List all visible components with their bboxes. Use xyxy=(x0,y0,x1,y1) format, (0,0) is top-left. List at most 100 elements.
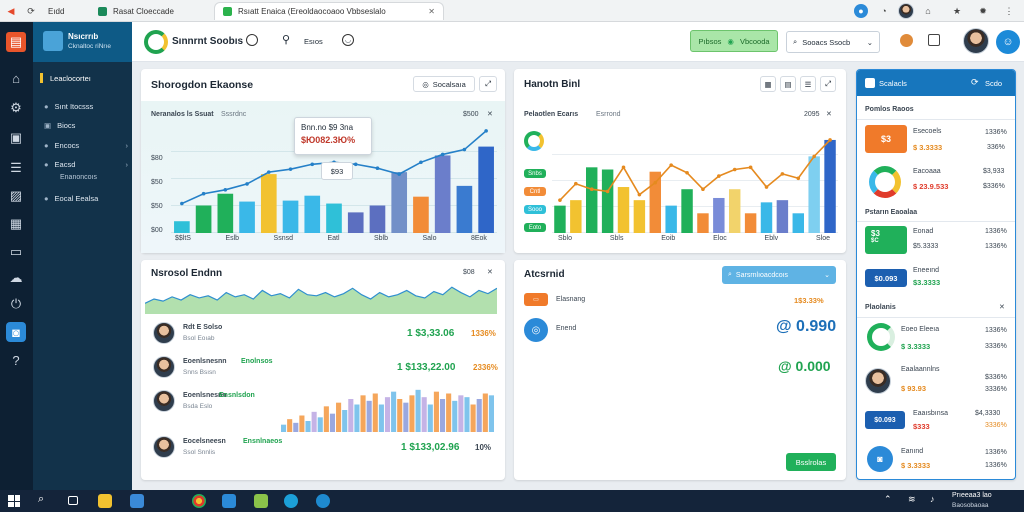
expand-icon[interactable]: ⤢ xyxy=(820,76,836,92)
close-icon[interactable]: ✕ xyxy=(826,111,832,118)
sidebar-item[interactable]: ● Encocs › xyxy=(44,138,128,152)
browser-icon[interactable] xyxy=(192,494,206,508)
item-value: $333 xyxy=(913,422,930,431)
profile-sync-icon[interactable]: ● xyxy=(854,4,868,18)
panel-header-button[interactable]: Scdo xyxy=(985,79,1003,88)
file-explorer-icon[interactable] xyxy=(98,494,112,508)
search-input[interactable]: ⌕ Sarsrnlıoacdcoıs ⌄ xyxy=(722,266,836,284)
legend-item: Snbs xyxy=(524,169,546,178)
chart-bar xyxy=(347,212,364,233)
tray-up-icon[interactable]: ⌃ xyxy=(884,494,892,504)
search-icon[interactable]: ⌕ xyxy=(38,493,45,505)
row-sub: Bsda Eslo xyxy=(183,403,213,410)
notification-icon[interactable] xyxy=(900,34,913,47)
table-icon[interactable]: ▦ xyxy=(760,76,776,92)
back-icon[interactable]: ◀ xyxy=(7,5,15,16)
task-view-icon[interactable] xyxy=(68,496,78,505)
row-sub: Ssol Snnlis xyxy=(183,449,216,456)
expand-icon[interactable]: ⤢ xyxy=(479,76,497,92)
line-point xyxy=(353,162,358,167)
row-name: Eocelsneesn xyxy=(183,438,226,445)
power-icon[interactable]: ⏻ xyxy=(10,296,22,311)
home-icon[interactable]: ▤ xyxy=(6,32,26,52)
row-name: Rdt E Solso xyxy=(183,324,223,331)
extension-icon[interactable]: ◔ xyxy=(881,6,887,16)
badge-value: $3 xyxy=(871,229,880,238)
app-icon[interactable] xyxy=(316,494,330,508)
reload-icon[interactable]: ⟳ xyxy=(27,5,35,16)
line-point xyxy=(288,167,293,171)
item-percent: 1336% xyxy=(985,327,1007,334)
clock-time[interactable]: Prıeeaa3 lao xyxy=(952,492,992,499)
browser-tab[interactable]: Eıdd xyxy=(40,2,86,20)
card-toolbar-button[interactable]: ◎ Socalsaıa xyxy=(413,76,475,92)
sidebar-item[interactable]: ● Eocal Eealsa xyxy=(44,191,128,205)
bell-icon[interactable]: ⌂ xyxy=(925,6,931,16)
gear-icon[interactable]: ⚙ xyxy=(10,100,22,115)
sidebar-item[interactable]: ● Eacsd › xyxy=(44,157,128,171)
close-icon[interactable]: ✕ xyxy=(487,111,493,118)
start-menu-icon[interactable] xyxy=(8,495,20,507)
app-icon[interactable] xyxy=(254,494,268,508)
legend-item: Sooo xyxy=(524,205,546,214)
area-fill xyxy=(145,287,497,314)
table-row[interactable]: Rdt E Solso Bsol Eoıab 1 $3,33.06 1336% xyxy=(153,322,496,344)
folder-icon[interactable]: ▣ xyxy=(9,130,23,145)
browser-tab[interactable]: Rasat Cloeccade xyxy=(90,2,210,20)
close-icon[interactable]: ✕ xyxy=(999,304,1005,311)
file-icon[interactable]: ▭ xyxy=(9,244,23,259)
sidebar-item-label: Encocs xyxy=(54,140,80,150)
nav-item-icon: ▣ xyxy=(44,120,52,130)
menu-label[interactable]: Esıos xyxy=(304,37,323,46)
sidebar-item[interactable]: ▣ Biocs xyxy=(44,118,128,132)
browser-tab-active[interactable]: Rsıatt Enaica (Ereoldaocoaoo Vbbseslalo ✕ xyxy=(214,2,444,20)
row-name: Eoenlsnesnn xyxy=(183,358,227,365)
trend-bar xyxy=(305,421,311,432)
chart-bar xyxy=(413,196,429,233)
chat-icon[interactable]: ◙ xyxy=(6,322,26,342)
wifi-icon[interactable]: ≋ xyxy=(908,494,916,504)
settings-icon[interactable]: ✹ xyxy=(979,5,987,16)
document-icon[interactable]: ▦ xyxy=(9,216,23,231)
store-icon[interactable] xyxy=(130,494,144,508)
dashboard-icon[interactable]: ⌂ xyxy=(12,70,20,86)
cloud-icon[interactable]: ☁ xyxy=(9,270,23,285)
refresh-icon[interactable]: ⟳ xyxy=(971,77,979,87)
chart-bar xyxy=(478,146,494,233)
list-icon[interactable]: ☰ xyxy=(800,76,816,92)
line-point xyxy=(245,182,249,186)
edge-icon[interactable] xyxy=(284,494,298,508)
clock-date[interactable]: Baosobaoaa xyxy=(952,502,989,509)
table-row[interactable]: Eoenlsnesnn Enolnsos Snns Bsısn 1 $133,2… xyxy=(153,356,498,378)
grid-icon[interactable]: ▤ xyxy=(780,76,796,92)
clock-icon[interactable] xyxy=(246,34,258,46)
chart-badge: $93 xyxy=(321,162,353,180)
close-icon[interactable]: ✕ xyxy=(487,269,493,276)
search-box[interactable]: ⌕ Sooacs Ssocb ⌄ xyxy=(786,31,880,53)
profile-avatar[interactable] xyxy=(963,28,989,54)
volume-icon[interactable]: ♪ xyxy=(930,494,935,504)
table-row[interactable]: Eocelsneesn Ensnlnaeos Ssol Snnlis 1 $13… xyxy=(153,436,493,458)
app-icon[interactable] xyxy=(222,494,236,508)
sidebar-subitem[interactable]: Enanoncoıs xyxy=(60,170,128,184)
tab-label: Eıdd xyxy=(48,6,65,16)
user-avatar[interactable] xyxy=(898,3,914,19)
help-chat-icon[interactable]: ☺ xyxy=(996,30,1020,54)
action-button[interactable]: Bsslrolas xyxy=(786,453,836,471)
emoji-icon[interactable]: ◡ xyxy=(342,34,354,46)
bookmark-star-icon[interactable]: ★ xyxy=(952,5,962,16)
item-value: $5.3333 xyxy=(913,243,939,250)
close-tab-icon[interactable]: ✕ xyxy=(428,7,435,16)
status-pill[interactable]: Pıbsos ◉ Vbcooda xyxy=(690,30,778,52)
line-point xyxy=(621,165,626,170)
sidebar-item[interactable]: ● Sınt Itocsss xyxy=(44,99,128,113)
x-tick-label: Salo xyxy=(422,235,437,242)
help-icon[interactable]: ? xyxy=(12,352,20,368)
menu-dots-icon[interactable]: ⋮ xyxy=(1004,5,1014,16)
user-icon[interactable]: ⚲ xyxy=(282,34,291,46)
table-row[interactable]: Eoenlsnesnn Bsda Eslo xyxy=(153,390,279,412)
list-icon[interactable]: ☰ xyxy=(10,160,22,175)
item-name: Eonad xyxy=(913,228,934,235)
image-icon[interactable]: ▨ xyxy=(9,188,23,203)
inbox-icon[interactable] xyxy=(928,34,940,46)
